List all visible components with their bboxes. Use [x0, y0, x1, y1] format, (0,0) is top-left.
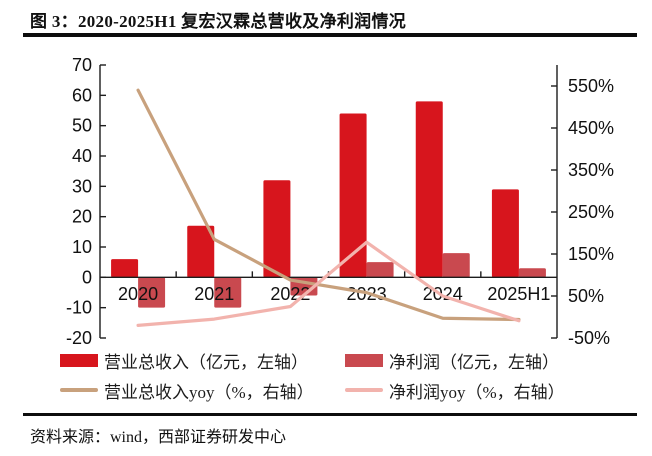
legend-row-lines: 营业总收入yoy（%，右轴） 净利润yoy（%，右轴） [60, 375, 637, 405]
legend-item-net-profit-yoy: 净利润yoy（%，右轴） [345, 378, 637, 403]
total_revenue-bar-2021 [187, 225, 215, 278]
left-axis-tick-label: 0 [82, 267, 92, 287]
total_revenue-bar-2023 [339, 113, 367, 278]
legend-label-total-revenue: 营业总收入（亿元，左轴） [104, 352, 308, 372]
right-axis-tick-label: 250% [568, 202, 614, 222]
left-axis-tick-label: 30 [72, 176, 92, 196]
total_revenue-bar-2022 [263, 180, 291, 278]
left-axis-tick-label: -20 [66, 328, 92, 348]
legend-item-net-profit: 净利润（亿元，左轴） [345, 348, 637, 373]
x-axis-label: 2021 [194, 284, 234, 304]
total_revenue-bar-2025H1 [491, 189, 519, 278]
legend-swatch-total-revenue [60, 353, 98, 367]
right-axis-tick-label: 350% [568, 160, 614, 180]
legend-swatch-net-profit [345, 353, 383, 367]
right-axis-tick-label: 50% [568, 286, 604, 306]
total_revenue_yoy-line [136, 88, 521, 322]
left-axis-tick-label: -10 [66, 298, 92, 318]
legend-item-total-revenue: 营业总收入（亿元，左轴） [60, 348, 345, 373]
chart-legend: 营业总收入（亿元，左轴） 净利润（亿元，左轴） 营业总收入yoy（%，右轴） 净… [60, 345, 637, 405]
legend-swatch-net-profit-yoy [345, 388, 383, 392]
x-axis-label: 2020 [118, 284, 158, 304]
legend-item-total-revenue-yoy: 营业总收入yoy（%，右轴） [60, 378, 345, 403]
net_profit-bar-2024 [442, 253, 470, 278]
legend-label-total-revenue-yoy: 营业总收入yoy（%，右轴） [104, 382, 314, 402]
figure-title: 图 3：2020-2025H1 复宏汉霖总营收及净利润情况 [30, 12, 407, 31]
left-axis-tick-label: 70 [72, 55, 92, 75]
legend-row-bars: 营业总收入（亿元，左轴） 净利润（亿元，左轴） [60, 345, 637, 375]
right-axis-tick-label: 450% [568, 118, 614, 138]
right-axis-tick-label: -50% [568, 328, 610, 348]
source-note: 资料来源：wind，西部证券研发中心 [30, 429, 287, 446]
net_profit-bar-2021 [214, 277, 242, 308]
legend-swatch-total-revenue-yoy [60, 388, 98, 392]
left-axis-tick-label: 20 [72, 207, 92, 227]
title-top-rule [23, 33, 637, 37]
legend-label-net-profit-yoy: 净利润yoy（%，右轴） [389, 382, 565, 402]
left-axis-tick-label: 10 [72, 237, 92, 257]
left-axis-tick-label: 60 [72, 85, 92, 105]
legend-label-net-profit: 净利润（亿元，左轴） [389, 352, 559, 372]
total_revenue-bar-2024 [415, 101, 443, 278]
net_profit-bar-2023 [366, 262, 394, 278]
net_profit-bar-2025H1 [518, 268, 546, 278]
footer-top-rule [23, 413, 637, 416]
left-axis-tick-label: 50 [72, 116, 92, 136]
net_profit_yoy-line [136, 240, 521, 327]
left-axis-tick-label: 40 [72, 146, 92, 166]
x-axis-label: 2025H1 [487, 284, 550, 304]
net_profit-bar-2020 [138, 277, 166, 308]
right-axis-tick-label: 150% [568, 244, 614, 264]
right-axis-tick-label: 550% [568, 76, 614, 96]
total_revenue-bar-2020 [111, 259, 139, 278]
